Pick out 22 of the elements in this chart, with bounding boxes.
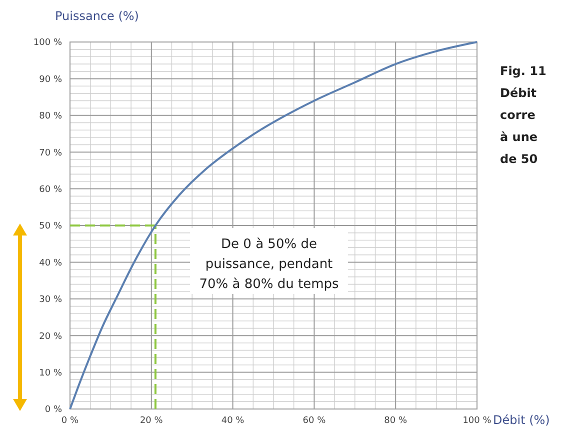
- x-tick-label: 40 %: [221, 416, 245, 426]
- y-tick-label: 60 %: [39, 184, 62, 195]
- caption: Fig. 11 Débit corre à une de 50: [500, 64, 546, 166]
- x-tick-label: 20 %: [140, 416, 164, 426]
- y-tick-label: 80 %: [39, 112, 62, 122]
- y-tick-label: 70 %: [39, 148, 62, 158]
- y-axis-title: Puissance (%): [55, 9, 139, 23]
- y-tick-label: 30 %: [39, 295, 62, 306]
- y-tick-label: 0 %: [44, 405, 62, 416]
- y-tick-label: 50 %: [39, 222, 62, 232]
- y-tick-label: 10 %: [39, 368, 62, 378]
- x-tick-label: 0 %: [61, 416, 80, 426]
- y-tick-label: 100 %: [33, 38, 62, 48]
- x-tick-label: 80 %: [384, 416, 408, 426]
- y-tick-label: 90 %: [39, 74, 62, 85]
- x-axis-title: Débit (%): [493, 413, 550, 427]
- x-tick-label: 100 %: [462, 416, 492, 426]
- y-tick-label: 20 %: [39, 332, 62, 342]
- y-tick-label: 40 %: [39, 258, 62, 268]
- annotation: De 0 à 50% de puissance, pendant 70% à 80% du temps: [199, 237, 340, 292]
- line-series: [69, 41, 478, 410]
- x-tick-label: 60 %: [302, 416, 326, 426]
